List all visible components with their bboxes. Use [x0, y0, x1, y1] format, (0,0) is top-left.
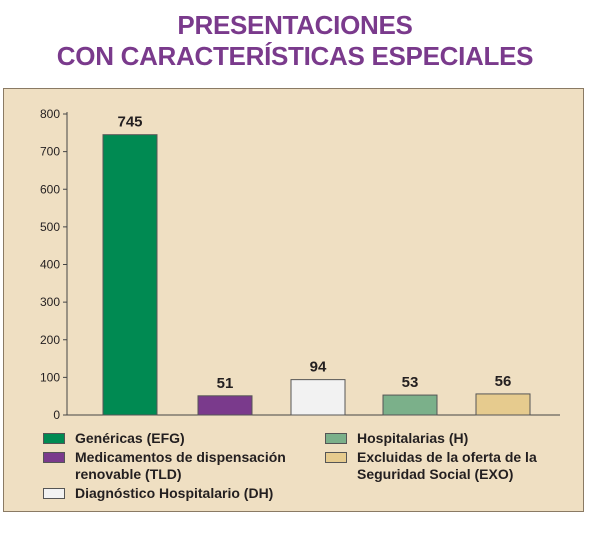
y-tick-label-500: 500	[40, 220, 60, 234]
y-tick-label-400: 400	[40, 258, 60, 272]
data-label-h: 53	[402, 374, 419, 391]
chart-panel	[3, 88, 584, 512]
data-label-efg: 745	[117, 114, 142, 131]
data-label-exo: 56	[495, 373, 512, 390]
chart-title-line-2: CON CARACTERÍSTICAS ESPECIALES	[56, 41, 534, 71]
data-label-dh: 94	[310, 359, 327, 376]
bar-dh	[290, 379, 346, 416]
bar-efg	[102, 134, 158, 416]
chart-title: PRESENTACIONES CON CARACTERÍSTICAS ESPEC…	[0, 10, 590, 72]
bar-tld	[197, 395, 253, 416]
chart-title-line-1: PRESENTACIONES	[177, 10, 413, 40]
bar-h	[382, 394, 438, 416]
y-tick-label-0: 0	[53, 408, 60, 422]
y-tick-label-600: 600	[40, 182, 60, 196]
y-tick-label-700: 700	[40, 145, 60, 159]
y-tick-label-300: 300	[40, 295, 60, 309]
y-tick-label-800: 800	[40, 107, 60, 121]
y-tick-label-200: 200	[40, 333, 60, 347]
bar-exo	[475, 393, 531, 416]
y-tick-label-100: 100	[40, 370, 60, 384]
data-label-tld: 51	[217, 375, 234, 392]
